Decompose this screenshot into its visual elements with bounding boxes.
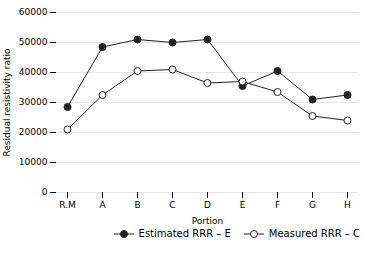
svg-text:H: H: [344, 200, 351, 210]
html-text:Estimated RRR – E: Estimated RRR – E: [138, 228, 231, 239]
svg-text:20000: 20000: [19, 127, 48, 137]
svg-text:10000: 10000: [19, 157, 48, 167]
svg-text:60000: 60000: [19, 7, 48, 17]
svg-text:30000: 30000: [19, 97, 48, 107]
svg-text:C: C: [169, 200, 175, 210]
html-text:Measured RRR – C: Measured RRR – C: [268, 228, 360, 239]
svg-text:G: G: [309, 200, 316, 210]
svg-text:Residual resistivity ratio: Residual resistivity ratio: [2, 48, 12, 157]
svg-text:D: D: [204, 200, 211, 210]
svg-text:Portion: Portion: [192, 216, 224, 226]
svg-text:50000: 50000: [19, 37, 48, 47]
svg-text:B: B: [134, 200, 140, 210]
svg-text:R.M: R.M: [59, 200, 76, 210]
svg-text:0: 0: [42, 187, 48, 197]
svg-text:F: F: [275, 200, 280, 210]
svg-text:40000: 40000: [19, 67, 48, 77]
svg-text:E: E: [240, 200, 246, 210]
svg-text:A: A: [99, 200, 106, 210]
